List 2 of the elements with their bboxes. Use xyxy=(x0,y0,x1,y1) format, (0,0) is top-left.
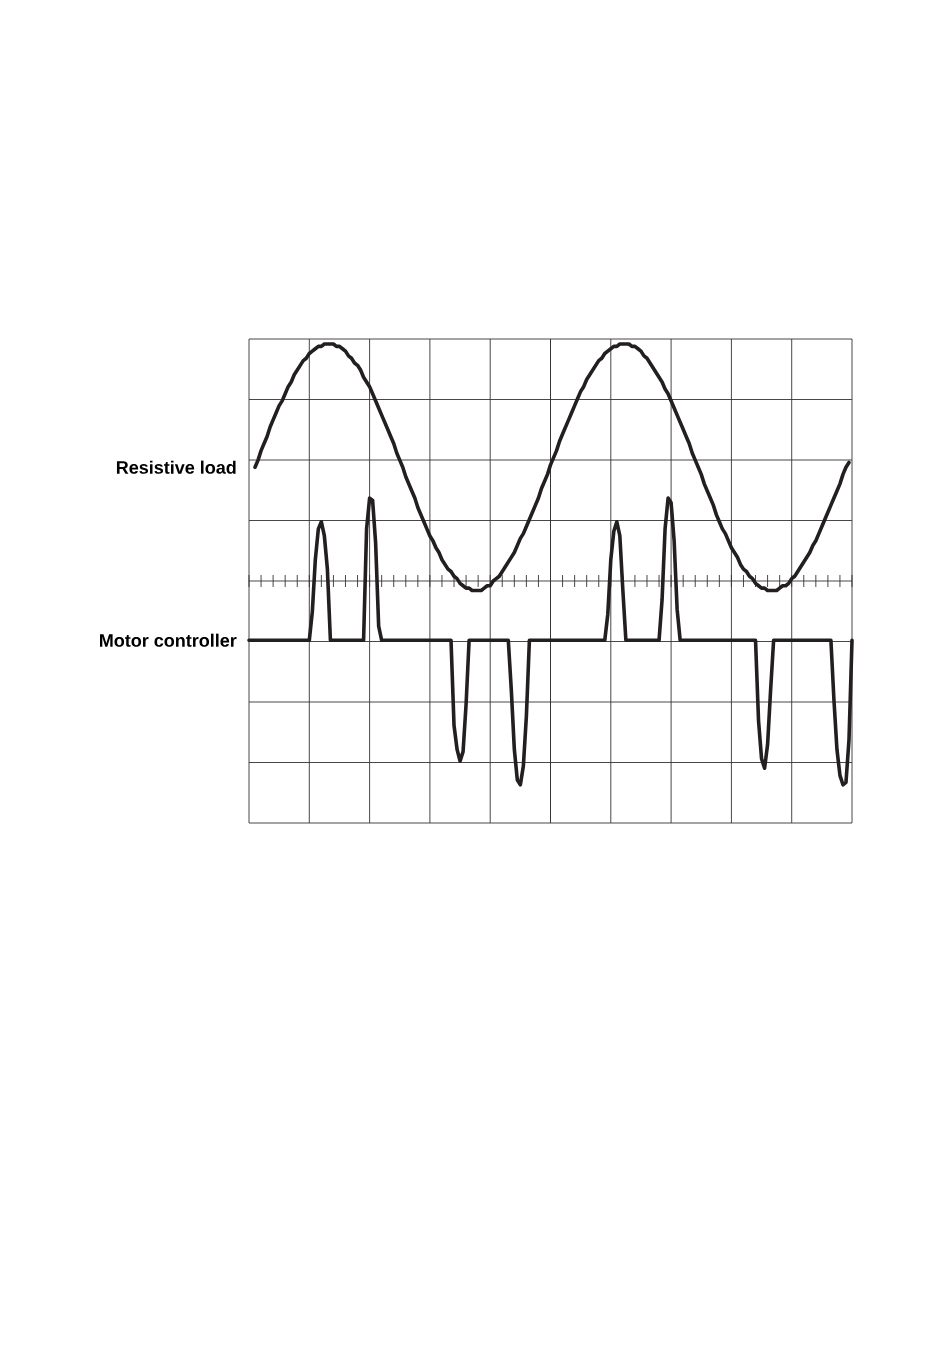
series-label: Resistive load xyxy=(116,460,236,474)
series-label: Motor controller xyxy=(100,633,237,647)
